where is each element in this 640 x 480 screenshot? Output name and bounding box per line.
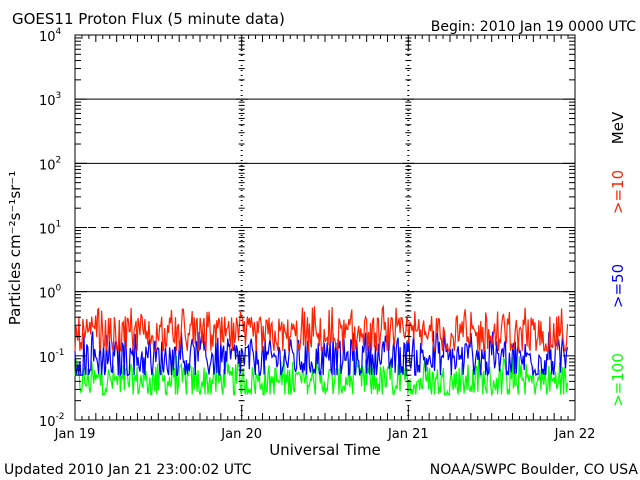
series-line-0: [74, 304, 569, 353]
legend-series-ge10: >=10: [609, 170, 627, 214]
y-tick-label: 101: [39, 220, 61, 238]
source-credit: NOAA/SWPC Boulder, CO USA: [430, 462, 639, 478]
x-axis-ticks: [74, 35, 576, 420]
y-axis-label: Particles cm⁻²s⁻¹sr⁻¹: [6, 171, 24, 325]
x-tick-label: Jan 20: [220, 427, 262, 442]
x-axis-tick-labels: Jan 19 Jan 20 Jan 21 Jan 22: [54, 427, 596, 442]
y-tick-label: 102: [39, 155, 61, 173]
threshold-lines: [75, 98, 575, 293]
series-line-1: [74, 330, 569, 378]
updated-timestamp: Updated 2010 Jan 21 23:00:02 UTC: [4, 462, 252, 478]
y-tick-label: 10-1: [39, 348, 65, 366]
chart-title: GOES11 Proton Flux (5 minute data): [12, 10, 285, 28]
x-tick-label: Jan 21: [387, 427, 429, 442]
series-layer: [74, 304, 569, 397]
y-tick-label: 100: [39, 284, 62, 302]
units-label: MeV: [609, 111, 627, 144]
y-tick-label: 10-2: [39, 412, 65, 430]
series-line-2: [74, 355, 569, 397]
y-tick-label: 104: [39, 27, 62, 45]
legend-series-ge50: >=50: [609, 264, 627, 308]
x-axis-label: Universal Time: [269, 441, 381, 459]
x-tick-label: Jan 22: [554, 427, 596, 442]
y-tick-label: 103: [39, 91, 61, 109]
x-tick-label: Jan 19: [54, 427, 96, 442]
begin-time-label: Begin: 2010 Jan 19 0000 UTC: [431, 19, 636, 35]
legend-series-ge100: >=100: [609, 353, 627, 407]
y-axis-tick-labels: 10-2 10-1 100 101 102 103 104: [39, 27, 65, 430]
